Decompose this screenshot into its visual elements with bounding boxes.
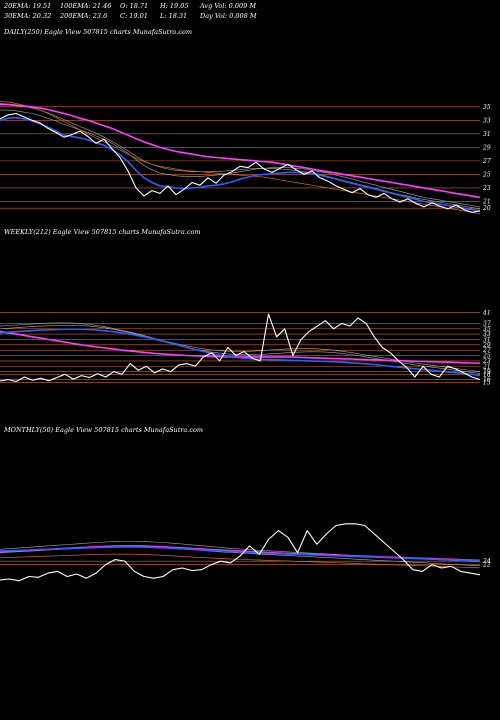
y-tick-label: 35 xyxy=(483,104,491,111)
y-tick-label: 31 xyxy=(483,336,491,343)
y-tick-label: 23 xyxy=(482,358,491,365)
y-tick-label: 33 xyxy=(483,331,491,338)
ema-brown-line xyxy=(0,101,481,214)
daily-panel-title: DAILY(250) Eagle View 507815 charts Muna… xyxy=(4,28,193,36)
y-tick-label: 19 xyxy=(483,369,491,376)
y-tick-label: 29 xyxy=(482,342,491,349)
price-line xyxy=(0,112,481,213)
ema-long-line xyxy=(0,103,481,199)
ema-gray-2-line xyxy=(0,103,481,210)
low-label: L: 18.31 xyxy=(160,12,188,20)
y-tick-label: 15 xyxy=(483,379,491,385)
y-tick-label: 33 xyxy=(483,117,491,124)
y-tick-label: 18 xyxy=(483,371,491,378)
close-label: C: 19.01 xyxy=(120,12,148,20)
y-tick-label: 25 xyxy=(482,353,491,360)
ema-short-line xyxy=(0,328,481,377)
y-tick-label: 27 xyxy=(482,347,491,354)
monthly-panel-title: MONTHLY(50) Eagle View 507815 charts Mun… xyxy=(4,426,204,434)
y-tick-label: 23 xyxy=(482,185,491,192)
high-label: H: 19.05 xyxy=(160,2,189,10)
open-label: O: 18.71 xyxy=(120,2,149,10)
price-line xyxy=(0,523,481,582)
y-tick-label: 41 xyxy=(482,310,491,317)
ema-brown-line xyxy=(0,553,481,569)
ema-long-line xyxy=(0,330,481,365)
y-tick-label: 22 xyxy=(482,562,491,569)
ema30-label: 30EMA: 20.32 xyxy=(4,12,52,20)
ema-short-line xyxy=(0,546,481,562)
ema100-label: 100EMA: 21.46 xyxy=(60,2,112,10)
ema200-label: 200EMA: 23.6 xyxy=(60,12,108,20)
y-tick-label: 21 xyxy=(482,198,491,205)
price-line xyxy=(0,313,481,383)
y-tick-label: 21 xyxy=(482,363,491,370)
ema20-label: 20EMA: 19.51 xyxy=(4,2,52,10)
y-tick-label: 31 xyxy=(483,131,491,138)
ema-gray-1-line xyxy=(0,109,481,208)
ema-short-line xyxy=(0,116,481,212)
y-tick-label: 37 xyxy=(483,320,491,327)
day-vol-label: Day Vol: 0.008 M xyxy=(200,12,257,20)
weekly-panel-title: WEEKLY(212) Eagle View 507815 charts Mun… xyxy=(4,228,201,236)
y-tick-label: 25 xyxy=(482,171,491,178)
ema-gray-2-line xyxy=(0,322,481,372)
y-tick-label: 16 xyxy=(483,377,491,384)
y-tick-label: 27 xyxy=(482,158,491,165)
avg-vol-label: Avg Vol: 0.009 M xyxy=(200,2,257,10)
y-tick-label: 20 xyxy=(482,205,491,212)
y-tick-label: 35 xyxy=(483,326,491,333)
y-tick-label: 29 xyxy=(482,144,491,151)
y-tick-label: 24 xyxy=(482,558,491,565)
